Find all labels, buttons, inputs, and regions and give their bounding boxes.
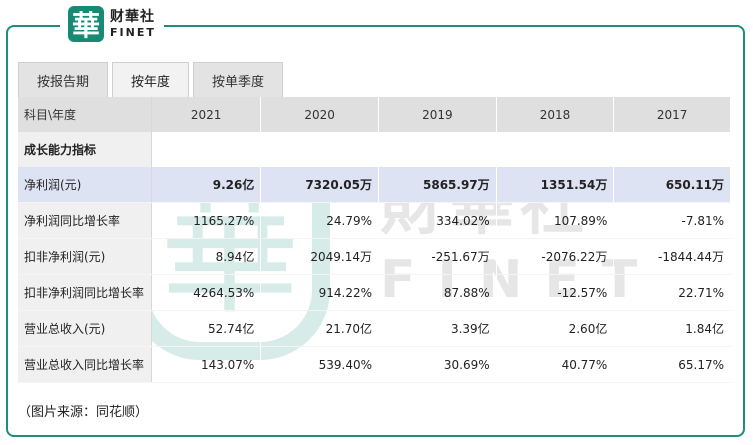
cell-value: 2049.14万 [260,238,379,275]
cell-value: 87.88% [378,274,497,311]
cell-value: 8.94亿 [151,238,262,275]
cell-value: 65.17% [613,346,731,383]
cell-value: -7.81% [613,202,731,239]
cell-value: 1351.54万 [496,167,615,203]
table-row: 营业总收入(元) 52.74亿 21.70亿 3.39亿 2.60亿 1.84亿 [18,310,731,347]
cell-value: -251.67万 [378,238,497,275]
cell-value: 5865.97万 [378,167,497,203]
table-row: 扣非净利润(元) 8.94亿 2049.14万 -251.67万 -2076.2… [18,238,731,275]
finet-logo: 華 财華社 FINET [60,4,164,44]
cell-value: 40.77% [496,346,615,383]
cell-value: 4264.53% [151,274,262,311]
cell-value: 650.11万 [613,167,731,203]
year-header: 2019 [378,97,497,132]
cell-value: 107.89% [496,202,615,239]
row-label: 营业总收入(元) [18,310,152,347]
period-tabs: 按报告期 按年度 按单季度 [18,62,284,97]
table-row: 扣非净利润同比增长率 4264.53% 914.22% 87.88% -12.5… [18,274,731,311]
cell-value: 24.79% [260,202,379,239]
tab-by-quarter[interactable]: 按单季度 [193,62,284,97]
finet-logo-mark: 華 [68,6,104,42]
year-header: 2018 [496,97,615,132]
cell-value: 7320.05万 [260,167,379,203]
cell-value: 539.40% [260,346,379,383]
year-header: 2017 [613,97,731,132]
financial-table: 科目\年度 2021 2020 2019 2018 2017 成长能力指标 净利… [18,97,731,383]
row-label: 扣非净利润(元) [18,238,152,275]
cell-value: 21.70亿 [260,310,379,347]
cell-value: 9.26亿 [151,167,262,203]
content-frame [6,25,745,437]
row-label: 净利润(元) [18,167,152,203]
tab-by-year[interactable]: 按年度 [112,62,190,97]
cell-value: 1165.27% [151,202,262,239]
section-row: 成长能力指标 [18,132,731,167]
year-header: 2020 [260,97,379,132]
tab-by-report-period[interactable]: 按报告期 [18,62,109,97]
section-title: 成长能力指标 [18,132,152,167]
image-source-note: （图片来源：同花顺） [18,405,149,420]
cell-value: 30.69% [378,346,497,383]
table-header-row: 科目\年度 2021 2020 2019 2018 2017 [18,97,731,132]
cell-value: 143.07% [151,346,262,383]
year-header: 2021 [151,97,262,132]
table-row: 营业总收入同比增长率 143.07% 539.40% 30.69% 40.77%… [18,346,731,383]
header-label: 科目\年度 [18,97,152,132]
cell-value: 22.71% [613,274,731,311]
cell-value: 52.74亿 [151,310,262,347]
row-label: 扣非净利润同比增长率 [18,274,152,311]
cell-value: 914.22% [260,274,379,311]
cell-value: 3.39亿 [378,310,497,347]
cell-value: -2076.22万 [496,238,615,275]
row-label: 净利润同比增长率 [18,202,152,239]
logo-chinese-text: 财華社 [110,9,155,25]
cell-value: 334.02% [378,202,497,239]
logo-english-text: FINET [110,26,156,39]
cell-value: 2.60亿 [496,310,615,347]
cell-value: -1844.44万 [613,238,731,275]
table-row: 净利润(元) 9.26亿 7320.05万 5865.97万 1351.54万 … [18,167,731,203]
table-row: 净利润同比增长率 1165.27% 24.79% 334.02% 107.89%… [18,202,731,239]
cell-value: 1.84亿 [613,310,731,347]
cell-value: -12.57% [496,274,615,311]
row-label: 营业总收入同比增长率 [18,346,152,383]
